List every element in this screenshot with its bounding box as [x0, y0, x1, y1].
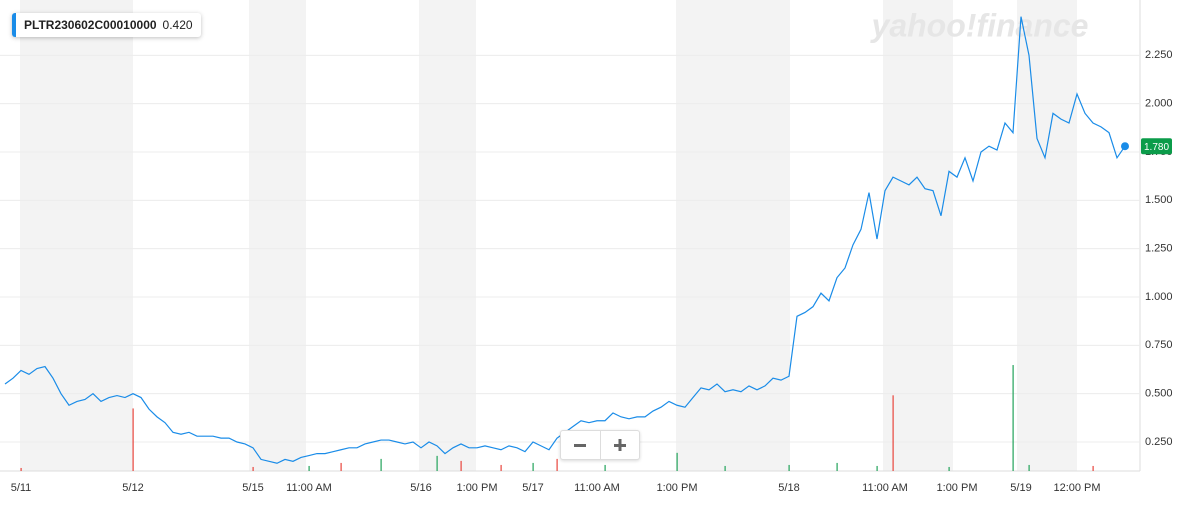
x-tick-label: 5/16	[410, 482, 431, 494]
volume-bar	[604, 464, 606, 471]
y-tick-label: 0.750	[1145, 339, 1173, 351]
last-value-tag	[1141, 138, 1172, 155]
volume-bar	[836, 462, 838, 471]
y-tick-label: 2.000	[1145, 98, 1173, 110]
x-tick-label: 11:00 AM	[574, 482, 620, 494]
x-tick-label: 1:00 PM	[937, 482, 978, 494]
volume-bar	[380, 458, 382, 471]
volume-bar	[1028, 464, 1030, 471]
volume-bar	[892, 395, 894, 471]
volume-bar	[532, 462, 534, 471]
volume-bar	[500, 464, 502, 471]
x-tick-label: 1:00 PM	[657, 482, 698, 494]
last-value-label: 1.780	[1144, 142, 1169, 153]
volume-bar	[20, 467, 22, 471]
x-tick-label: 5/15	[242, 482, 263, 494]
volume-bar	[676, 452, 678, 471]
volume-bar	[556, 458, 558, 471]
legend-value: 0.420	[162, 18, 193, 32]
volume-bar	[1012, 365, 1014, 471]
x-tick-label: 1:00 PM	[457, 482, 498, 494]
last-point	[1121, 142, 1129, 151]
y-tick-label: 1.500	[1145, 194, 1173, 206]
band	[419, 0, 476, 471]
y-tick-label: 2.250	[1145, 49, 1173, 61]
y-tick-label: 0.250	[1145, 436, 1173, 448]
x-tick-label: 5/19	[1010, 482, 1031, 494]
x-tick-label: 5/18	[778, 482, 799, 494]
volume-bar	[876, 465, 878, 471]
volume-bar	[436, 455, 438, 471]
volume-bar	[1092, 465, 1094, 471]
session-bands	[20, 0, 1077, 471]
volume-bar	[340, 462, 342, 471]
y-tick-label: 1.250	[1145, 243, 1173, 255]
band	[20, 0, 133, 471]
volume-bar	[252, 466, 254, 471]
y-tick-label: 1.000	[1145, 291, 1173, 303]
legend-name: PLTR230602C00010000	[24, 18, 157, 32]
x-tick-label: 5/12	[122, 482, 143, 494]
x-tick-label: 11:00 AM	[862, 482, 908, 494]
volume-bar	[724, 465, 726, 471]
legend-swatch	[12, 13, 16, 37]
volume-bar	[948, 466, 950, 471]
watermark: yahoo!finance	[870, 7, 1089, 43]
band	[249, 0, 306, 471]
band	[1017, 0, 1077, 471]
legend: PLTR230602C00010000 0.420	[12, 13, 201, 37]
plus-icon	[613, 439, 626, 451]
zoom-out[interactable]	[561, 431, 600, 459]
zoom-in[interactable]	[599, 431, 640, 459]
x-tick-label: 12:00 PM	[1053, 482, 1100, 494]
x-tick-label: 5/11	[11, 482, 32, 494]
zoom-control	[560, 430, 640, 460]
x-tick-label: 5/17	[522, 482, 543, 494]
band	[883, 0, 953, 471]
volume-bar	[132, 408, 134, 471]
x-tick-label: 11:00 AM	[286, 482, 332, 494]
minus-icon	[574, 444, 587, 447]
volume-bar	[788, 464, 790, 471]
band	[676, 0, 790, 471]
volume-bar	[460, 460, 462, 471]
y-tick-label: 0.500	[1145, 388, 1173, 400]
volume-bar	[308, 465, 310, 471]
price-line	[4, 16, 1126, 464]
